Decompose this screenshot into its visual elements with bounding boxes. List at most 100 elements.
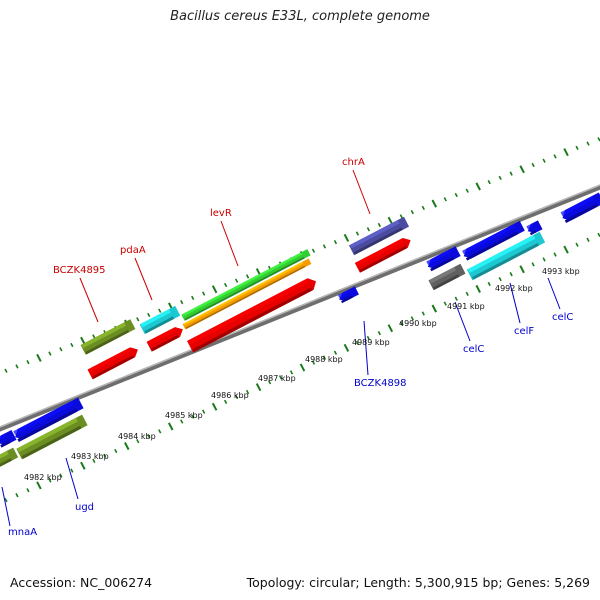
outer-tick — [399, 214, 403, 219]
inner-tick — [245, 389, 250, 395]
scale-label: 4986 kbp — [211, 391, 249, 400]
inner-tick — [443, 301, 447, 306]
gene-celf-body — [466, 231, 546, 281]
outer-tick — [158, 308, 162, 313]
outer-tick — [245, 274, 250, 279]
inner-tick — [387, 324, 394, 333]
inner-tick — [59, 473, 63, 478]
outer-tick — [92, 334, 96, 339]
label-leader — [1, 486, 11, 527]
gene-celc-small — [426, 246, 461, 272]
gene-red-b — [146, 327, 183, 352]
scale-label: 4989 kbp — [352, 338, 390, 347]
outer-tick — [48, 351, 52, 356]
gene-gray-shadow — [433, 274, 460, 290]
inner-tick — [377, 330, 382, 336]
gene-ugd — [16, 414, 88, 460]
outer-tick — [180, 299, 184, 305]
inner-tick — [399, 321, 403, 326]
inner-tick — [289, 370, 294, 375]
label-leader — [65, 457, 79, 500]
inner-tick — [498, 276, 502, 282]
gene-levr-highlight — [182, 252, 303, 317]
gene-mnaa-highlight — [0, 450, 9, 462]
gene-celc-small-highlight — [426, 249, 452, 265]
outer-tick — [475, 182, 481, 191]
gene-gray-body — [428, 263, 466, 291]
inner-tick — [333, 350, 338, 355]
gene-blue-ugd-top-highlight — [13, 400, 74, 436]
gene-bczk4898-shadow — [341, 295, 353, 304]
gene-pdaa-highlight — [140, 309, 171, 328]
outer-tick — [553, 154, 557, 159]
gene-celc-b — [526, 220, 543, 236]
gene-celf-highlight — [467, 234, 536, 273]
outer-tick — [431, 199, 438, 208]
gene-red-c-body — [187, 278, 316, 353]
inner-tick — [542, 257, 546, 262]
inner-tick — [343, 343, 350, 352]
outer-tick — [59, 347, 63, 352]
gene-red-b-highlight — [147, 327, 176, 345]
gene-red-b-shadow — [151, 334, 180, 352]
inner-tick — [366, 335, 371, 341]
scale-label: 4992 kbp — [495, 284, 533, 293]
outer-tick — [211, 285, 218, 294]
gene-left-blue-highlight — [0, 433, 8, 442]
gene-gray-highlight — [429, 267, 456, 284]
inner-tick — [355, 340, 360, 346]
outer-tick — [563, 148, 569, 157]
gene-blue-b-shadow — [465, 231, 519, 261]
gene-red-b-body — [146, 327, 183, 352]
label-leader — [454, 301, 471, 342]
inner-tick — [36, 481, 42, 490]
genome-summary-text: Topology: circular; Length: 5,300,915 bp… — [246, 575, 590, 590]
outer-tick — [454, 192, 458, 198]
gene-orange-body — [182, 258, 312, 330]
inner-tick — [202, 409, 206, 414]
gene-left-blue — [0, 429, 17, 448]
gene-celc-small-body — [427, 246, 461, 269]
gene-celf — [466, 231, 546, 281]
gene-left-blue-body — [0, 429, 17, 446]
inner-tick — [191, 414, 195, 419]
outer-tick — [322, 244, 327, 249]
inner-tick — [158, 429, 162, 434]
gene-mnaa — [0, 447, 19, 469]
gene-mnaa-shadow — [0, 458, 12, 468]
outer-tick — [136, 317, 140, 322]
scale-label: 4993 kbp — [542, 267, 580, 276]
gene-chra-highlight — [349, 220, 400, 249]
outer-tick — [355, 231, 360, 236]
gene-label: ugd — [75, 502, 94, 513]
gene-orange-shadow — [185, 265, 306, 329]
outer-tick — [410, 209, 414, 215]
gene-levr — [181, 249, 311, 321]
outer-tick — [333, 239, 338, 245]
inner-tick — [15, 493, 19, 498]
outer-tick — [191, 295, 195, 301]
outer-tick — [343, 233, 350, 242]
gene-pdaa-body — [139, 305, 181, 335]
outer-tick — [311, 248, 316, 253]
outer-tick — [26, 359, 30, 365]
genome-backbone — [0, 184, 600, 432]
gene-label: BCZK4898 — [354, 378, 407, 389]
gene-chra — [348, 216, 410, 256]
gene-gray — [428, 263, 466, 291]
accession-text: Accession: NC_006274 — [10, 575, 153, 590]
outer-tick — [377, 222, 382, 228]
inner-tick — [234, 394, 239, 400]
outer-tick — [498, 175, 502, 181]
inner-tick — [322, 355, 327, 360]
gene-bczk4898-body — [339, 286, 359, 301]
inner-tick — [223, 399, 228, 405]
gene-blue-ugd-top-shadow — [17, 408, 78, 442]
gene-left-blue-shadow — [0, 440, 11, 448]
inner-tick-track — [4, 232, 600, 503]
outer-tick — [202, 291, 206, 296]
outer-tick — [531, 162, 535, 168]
outer-tick — [575, 145, 579, 151]
gene-label: mnaA — [8, 527, 37, 538]
